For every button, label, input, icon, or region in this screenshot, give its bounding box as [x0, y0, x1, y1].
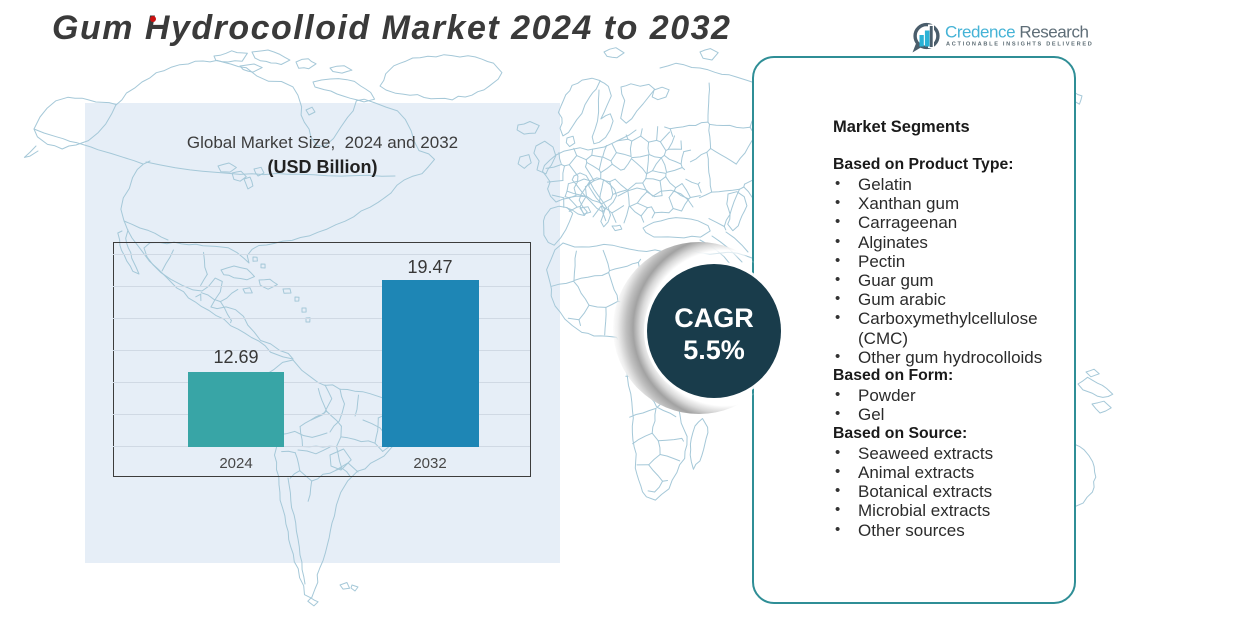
svg-text:Credence Research: Credence Research: [945, 22, 1089, 41]
svg-text:ACTIONABLE INSIGHTS DELIVERED: ACTIONABLE INSIGHTS DELIVERED: [946, 41, 1094, 47]
